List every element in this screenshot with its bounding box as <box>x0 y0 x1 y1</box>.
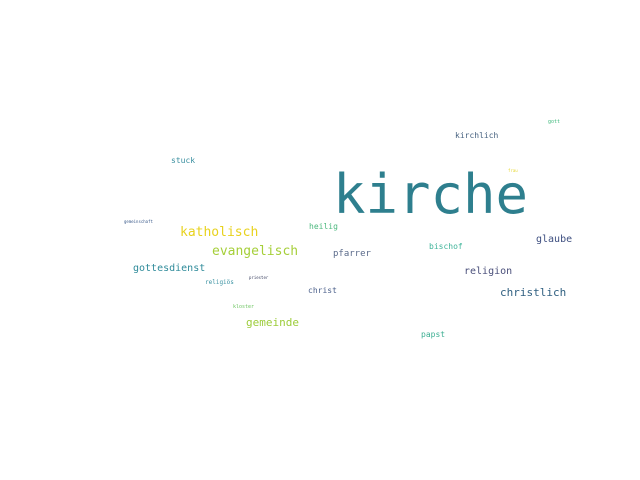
word-pfarrer: pfarrer <box>333 249 371 259</box>
word-gemeinschaft: gemeinschaft <box>124 219 153 224</box>
word-christlich: christlich <box>500 286 567 299</box>
word-heilig: heilig <box>309 222 338 231</box>
word-evangelisch: evangelisch <box>212 244 299 259</box>
word-kloster: kloster <box>233 304 255 310</box>
word-religion: religion <box>464 266 513 277</box>
word-gottesdienst: gottesdienst <box>133 263 206 274</box>
word-priester: priester <box>249 275 269 280</box>
word-stuck: stuck <box>171 156 196 165</box>
word-kirchlich: kirchlich <box>455 131 499 140</box>
word-frau: frau <box>508 168 518 173</box>
word-bischof: bischof <box>429 242 463 251</box>
word-glaube: glaube <box>536 234 573 245</box>
word-religios: religiös <box>205 279 234 286</box>
word-gemeinde: gemeinde <box>246 316 299 329</box>
word-kirche: kirche <box>333 163 529 226</box>
word-katholisch: katholisch <box>180 225 259 240</box>
word-christ: christ <box>308 286 337 295</box>
word-papst: papst <box>421 330 446 339</box>
word-gott: gott <box>548 119 561 125</box>
